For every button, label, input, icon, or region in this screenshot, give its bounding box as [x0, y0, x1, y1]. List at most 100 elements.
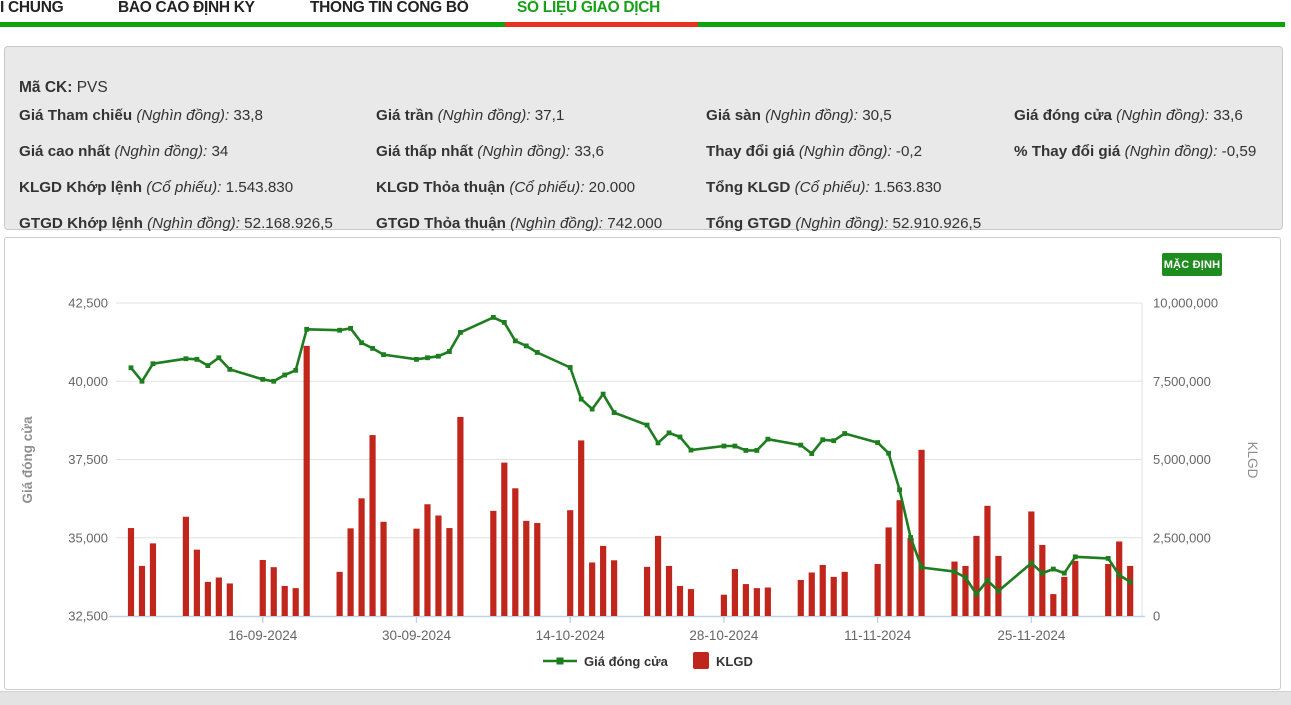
volume-bar	[1039, 544, 1046, 616]
info-field: KLGD Khớp lệnh (Cổ phiếu): 1.543.830	[19, 178, 294, 196]
price-marker	[732, 443, 738, 449]
tab-so-lieu-giao-dich[interactable]: SỐ LIỆU GIAO DỊCH	[517, 0, 661, 16]
price-marker	[919, 565, 924, 570]
price-marker	[908, 535, 913, 540]
price-marker	[1039, 570, 1045, 576]
info-field: Giá đóng cửa (Nghìn đồng): 33,6	[1014, 106, 1243, 124]
price-marker	[414, 356, 419, 362]
tab-bao-cao-dinh-ky[interactable]: BÁO CÁO ĐỊNH KỲ	[118, 0, 255, 16]
bottom-strip	[0, 691, 1291, 705]
volume-bar	[270, 567, 277, 616]
price-marker	[1105, 556, 1111, 561]
volume-bar	[501, 462, 508, 616]
x-tick-label: 30-09-2024	[382, 628, 452, 643]
price-marker	[260, 376, 266, 382]
volume-bar	[731, 569, 738, 616]
price-marker	[765, 436, 771, 442]
volume-bar	[819, 564, 826, 616]
left-axis-title: Giá đóng cửa	[20, 416, 35, 504]
volume-bar	[643, 566, 651, 616]
volume-bar	[841, 571, 848, 616]
volume-bar	[1050, 594, 1057, 616]
price-marker	[227, 366, 233, 372]
price-marker	[447, 349, 452, 354]
volume-bar	[1116, 541, 1123, 616]
volume-bar	[215, 577, 222, 616]
volume-bar	[753, 588, 760, 616]
volume-bar	[204, 581, 211, 616]
volume-bar	[600, 545, 607, 616]
svg-text:40,000: 40,000	[68, 374, 108, 389]
volume-bar	[149, 543, 157, 616]
price-marker	[743, 448, 749, 453]
price-marker	[337, 327, 343, 333]
svg-text:35,000: 35,000	[68, 530, 108, 545]
top-nav: I CHUNG BÁO CÁO ĐỊNH KỲ THÔNG TIN CÔNG B…	[0, 0, 1291, 30]
y-axis-left: 32,500 35,000 37,500 40,000 42,500 Giá đóng c…	[20, 296, 108, 624]
price-marker	[831, 438, 837, 444]
tab-chung[interactable]: I CHUNG	[0, 0, 64, 16]
ticker-label: Mã CK:	[19, 79, 73, 96]
price-marker	[655, 440, 661, 446]
price-marker	[436, 353, 441, 359]
volume-bar	[1127, 565, 1134, 616]
price-marker	[754, 448, 760, 453]
default-view-button[interactable]: MẶC ĐỊNH	[1162, 253, 1222, 276]
volume-bar	[193, 549, 200, 616]
volume-bar	[665, 565, 673, 616]
volume-bar	[896, 500, 903, 616]
volume-bar	[413, 528, 420, 616]
volume-bar	[512, 488, 519, 616]
price-marker	[611, 410, 617, 415]
volume-bar	[534, 523, 541, 616]
price-marker	[458, 330, 463, 335]
volume-bar	[281, 585, 288, 616]
volume-bar	[138, 565, 146, 616]
volume-bar	[973, 535, 980, 616]
price-marker	[1072, 554, 1078, 560]
volume-bar	[808, 572, 815, 616]
price-marker	[666, 430, 672, 436]
volume-bar	[303, 345, 310, 616]
volume-bar	[611, 560, 618, 616]
volume-bars	[127, 345, 1134, 616]
price-marker	[974, 591, 979, 597]
volume-bar	[446, 528, 453, 616]
volume-bar	[962, 565, 969, 616]
price-marker	[183, 356, 189, 362]
x-tick-label: 25-11-2024	[997, 628, 1066, 643]
legend-item-close-price[interactable]: Giá đóng cửa	[543, 654, 669, 669]
ticker-row: Mã CK: PVS	[19, 79, 108, 97]
volume-bar	[259, 559, 266, 616]
volume-bar	[1072, 560, 1079, 616]
info-field: Giá Tham chiếu (Nghìn đồng): 33,8	[19, 106, 263, 124]
volume-bar	[127, 528, 135, 616]
price-marker	[1050, 566, 1056, 572]
price-marker	[501, 320, 507, 325]
price-marker	[897, 487, 902, 493]
price-marker	[721, 443, 727, 449]
volume-bar	[797, 580, 804, 616]
info-field: Thay đổi giá (Nghìn đồng): -0,2	[706, 142, 923, 160]
stock-info-panel: Mã CK: PVS Giá Tham chiếu (Nghìn đồng): …	[4, 46, 1283, 232]
price-marker	[644, 422, 650, 428]
price-marker	[381, 352, 386, 358]
tab-thong-tin-cong-bo[interactable]: THÔNG TIN CÔNG BỐ	[310, 0, 469, 16]
x-tick-label: 14-10-2024	[536, 628, 606, 643]
price-marker	[205, 363, 211, 368]
volume-bar	[380, 521, 387, 616]
volume-bar	[1105, 564, 1112, 616]
price-marker	[512, 338, 518, 344]
price-marker	[963, 575, 968, 580]
info-field: Tổng KLGD (Cổ phiếu): 1.563.830	[706, 178, 942, 196]
volume-bar	[951, 561, 958, 616]
price-marker	[600, 391, 606, 397]
volume-bar	[226, 583, 233, 616]
info-field: KLGD Thỏa thuận (Cổ phiếu): 20.000	[376, 178, 636, 196]
info-field: GTGD Khớp lệnh (Nghìn đồng): 52.168.926,…	[19, 214, 333, 232]
price-marker	[567, 365, 573, 370]
legend-item-klgd[interactable]: KLGD	[693, 652, 753, 669]
price-marker	[952, 569, 957, 574]
volume-bar	[457, 416, 464, 616]
price-marker	[809, 451, 815, 456]
